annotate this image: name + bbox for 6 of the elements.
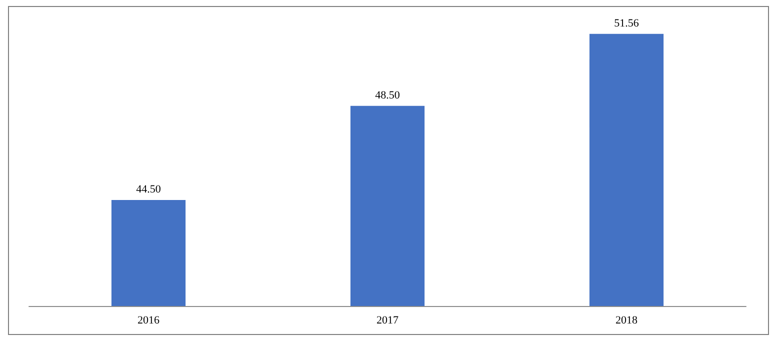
data-label: 44.50 [136, 184, 162, 196]
data-label: 51.56 [614, 17, 640, 30]
x-tick-label: 2018 [616, 314, 638, 326]
x-tick-label: 2017 [376, 314, 399, 326]
x-tick-label: 2016 [138, 314, 160, 326]
data-label: 48.50 [375, 89, 400, 102]
